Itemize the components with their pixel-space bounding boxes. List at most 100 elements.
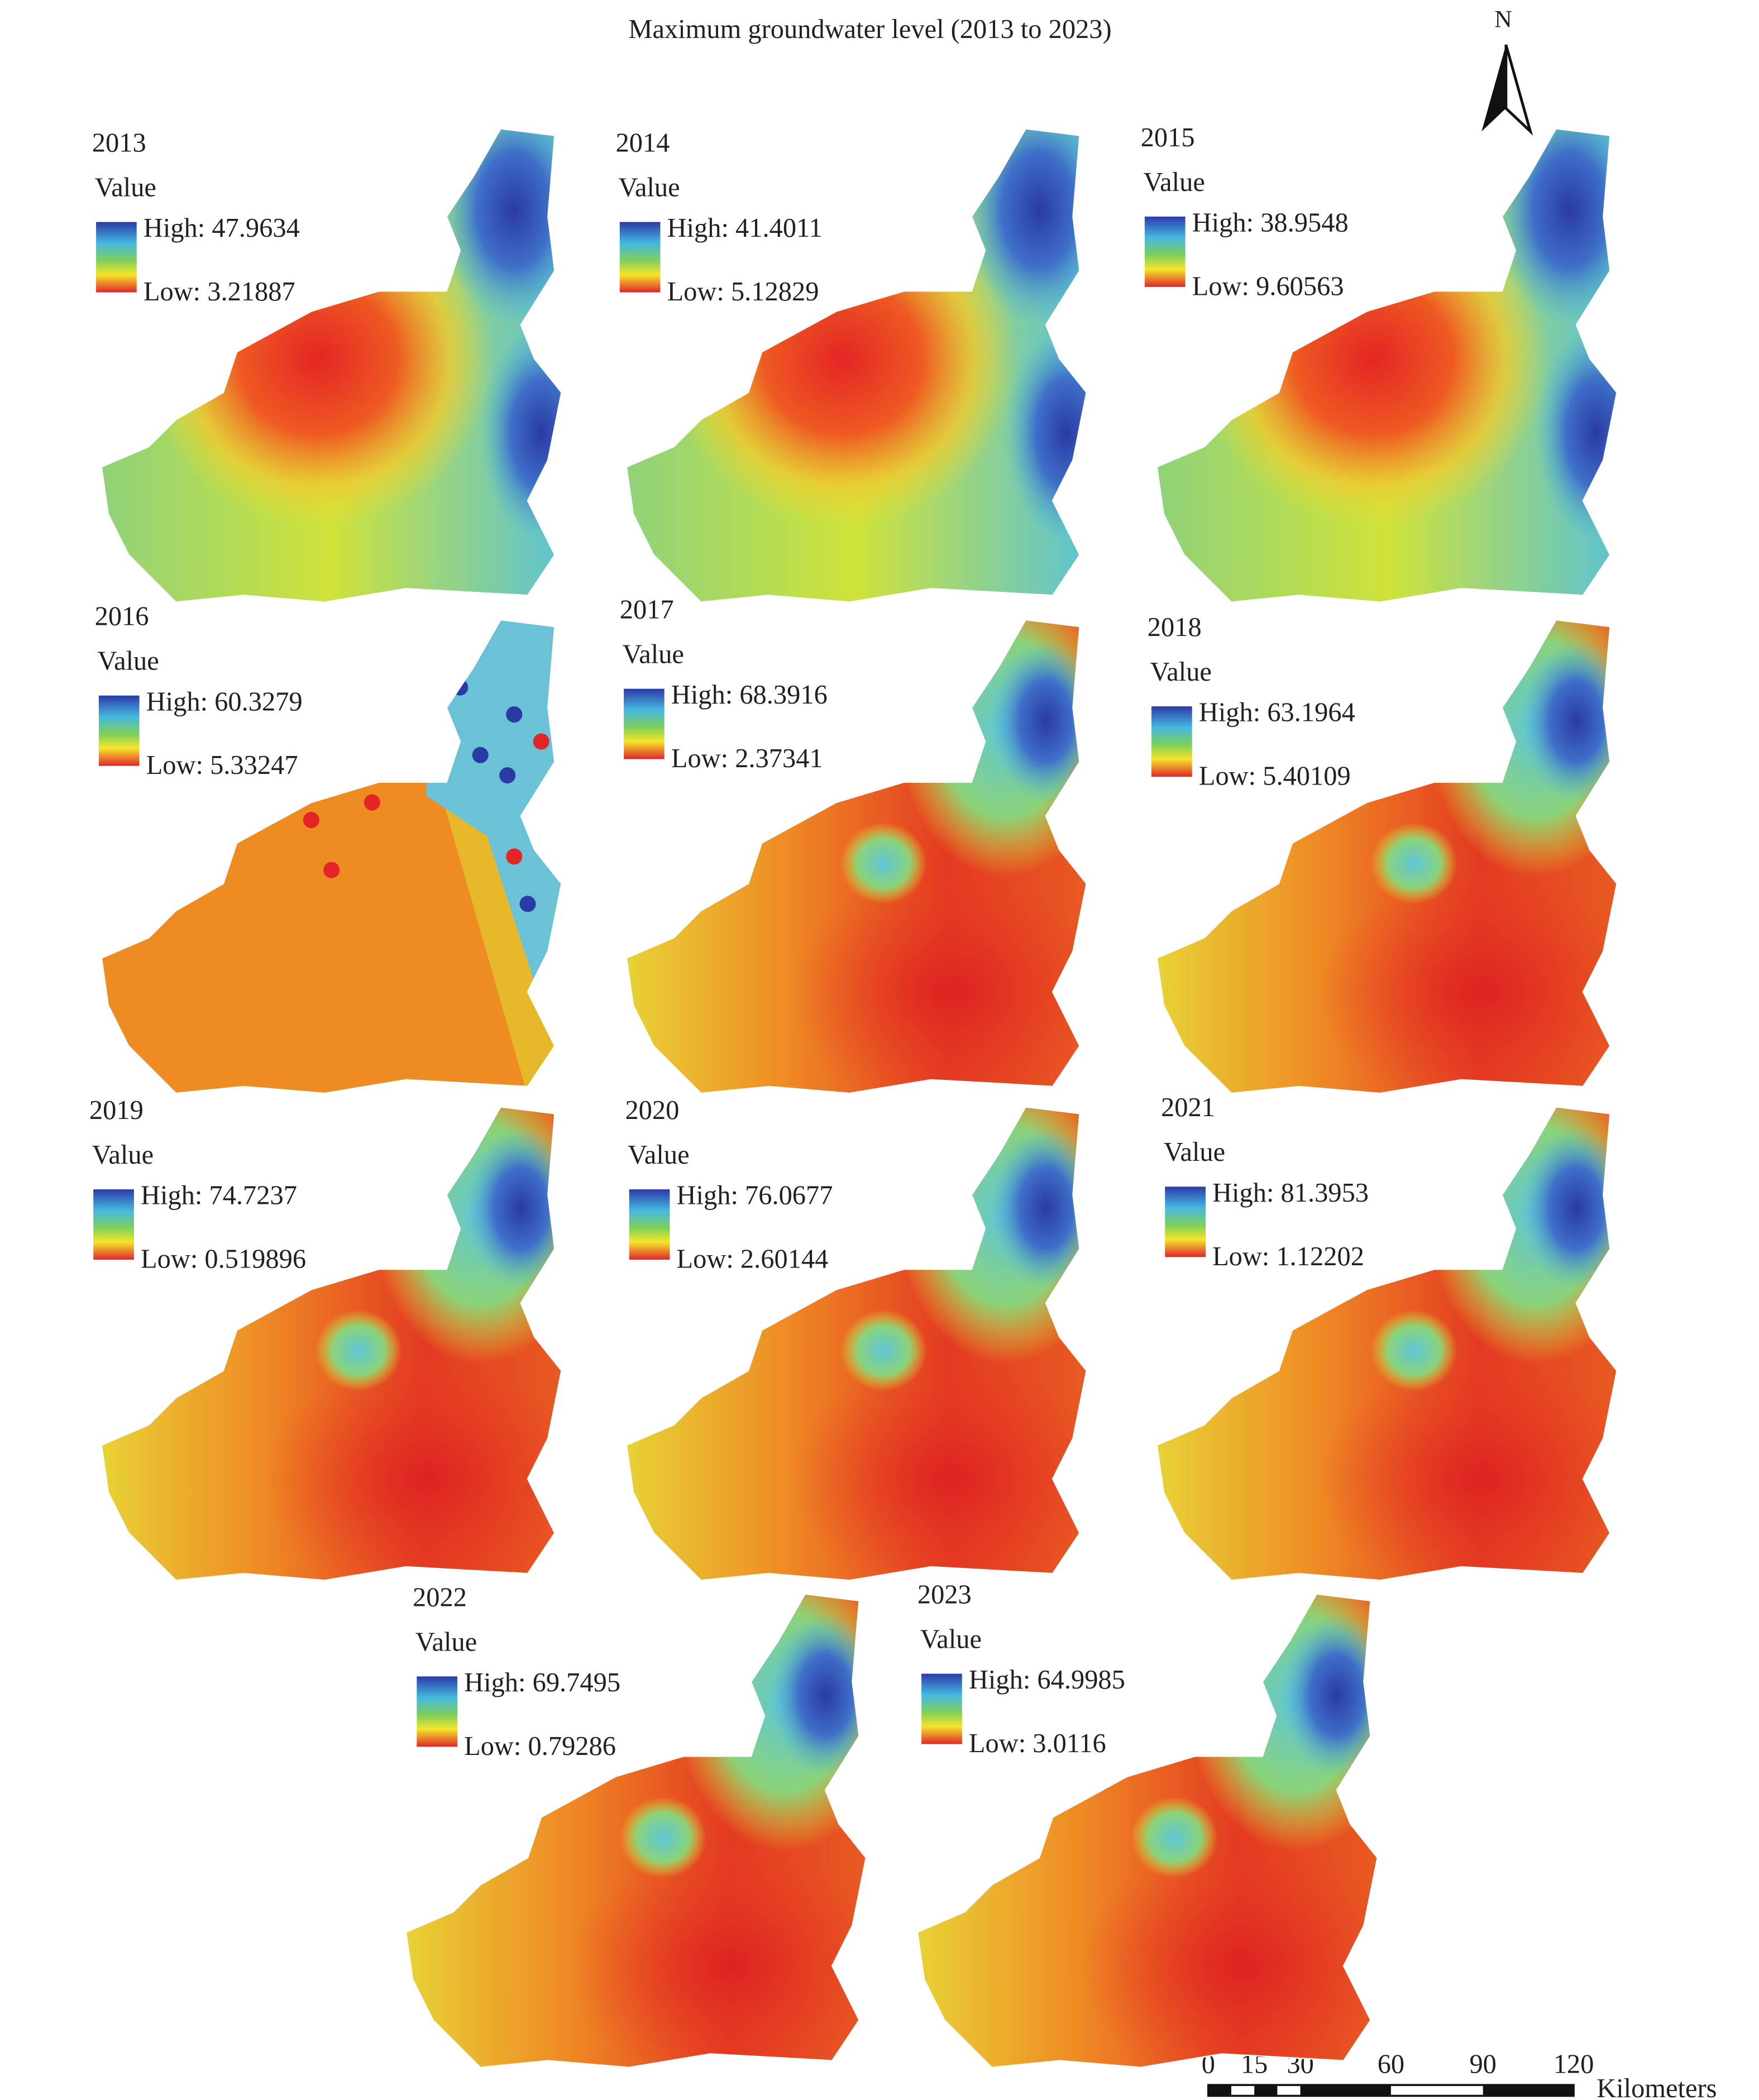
legend-high: High: 74.7237 bbox=[141, 1181, 297, 1211]
low-zone bbox=[1319, 1357, 1617, 1581]
high-zone bbox=[992, 640, 1087, 803]
well-point bbox=[303, 812, 319, 829]
map-outline bbox=[916, 1593, 1378, 2068]
legend-title: Value bbox=[1144, 168, 1205, 197]
map-panel: 2013 Value High: 47.9634 Low: 3.21887 bbox=[92, 128, 562, 603]
legend-title: Value bbox=[415, 1627, 477, 1657]
well-point bbox=[364, 794, 380, 811]
panel-year: 2023 bbox=[917, 1580, 972, 1610]
legend-color-bar bbox=[619, 222, 661, 293]
legend-high: High: 69.7495 bbox=[464, 1668, 620, 1697]
ring-zone bbox=[315, 1309, 402, 1391]
well-point bbox=[519, 896, 536, 912]
low-zone bbox=[788, 870, 1087, 1094]
panel-year: 2022 bbox=[413, 1582, 467, 1612]
legend-title: Value bbox=[1164, 1137, 1225, 1167]
panel-year: 2018 bbox=[1148, 613, 1202, 642]
legend-color-bar bbox=[921, 1673, 962, 1744]
north-arrow: N bbox=[1481, 6, 1533, 136]
map-surface bbox=[101, 128, 562, 602]
legend-high: High: 64.9985 bbox=[969, 1665, 1125, 1695]
map-outline bbox=[405, 1593, 867, 2068]
map-outline bbox=[625, 619, 1088, 1094]
north-arrow-left bbox=[1481, 45, 1506, 132]
map-panel: 2018 Value High: 63.1964 Low: 5.40109 bbox=[1148, 613, 1618, 1094]
scale-label: 60 bbox=[1378, 2049, 1404, 2079]
legend-low: Low: 2.60144 bbox=[677, 1245, 829, 1274]
legend-color-bar bbox=[93, 1189, 134, 1260]
map-surface bbox=[405, 1594, 866, 2068]
legend-low: Low: 5.12829 bbox=[667, 277, 819, 307]
panel-year: 2015 bbox=[1141, 123, 1195, 152]
scale-unit: Kilometers bbox=[1597, 2074, 1717, 2100]
legend-low: Low: 5.33247 bbox=[146, 750, 298, 780]
ring-zone bbox=[840, 1309, 927, 1391]
map-surface bbox=[101, 1107, 562, 1581]
map-outline bbox=[101, 619, 562, 1094]
ring-zone bbox=[1131, 1797, 1218, 1878]
map-panel: 2014 Value High: 41.4011 Low: 5.12829 bbox=[616, 128, 1088, 603]
map-surface bbox=[626, 1107, 1087, 1581]
well-point bbox=[472, 747, 489, 763]
legend-color-bar bbox=[1165, 1187, 1206, 1257]
map-panel: 2021 Value High: 81.3953 Low: 1.12202 bbox=[1156, 1093, 1618, 1581]
legend-high: High: 41.4011 bbox=[667, 213, 823, 243]
high-zone bbox=[992, 1127, 1087, 1290]
panel-year: 2019 bbox=[89, 1096, 144, 1125]
scale-segment bbox=[1483, 2085, 1574, 2096]
panel-year: 2016 bbox=[95, 602, 149, 632]
high-zone bbox=[1522, 1127, 1617, 1290]
well-point bbox=[506, 706, 523, 723]
map-outline bbox=[625, 1106, 1088, 1581]
high-zone bbox=[480, 324, 562, 542]
legend-high: High: 76.0677 bbox=[677, 1181, 833, 1211]
scale-label: 120 bbox=[1554, 2049, 1594, 2079]
well-point bbox=[533, 733, 549, 750]
low-zone bbox=[1079, 1844, 1378, 2068]
legend-low: Low: 3.0116 bbox=[969, 1729, 1106, 1758]
legend-color-bar bbox=[96, 222, 137, 293]
legend-title: Value bbox=[1150, 657, 1212, 687]
map-outline bbox=[1156, 1106, 1618, 1581]
map-panel: 2020 Value High: 76.0677 Low: 2.60144 bbox=[625, 1096, 1088, 1581]
well-point bbox=[323, 862, 340, 878]
map-panel: 2022 Value High: 69.7495 Low: 0.79286 bbox=[405, 1582, 867, 2068]
ring-zone bbox=[619, 1797, 706, 1878]
panel-year: 2017 bbox=[620, 595, 674, 625]
legend-color-bar bbox=[98, 695, 140, 766]
high-zone bbox=[439, 128, 562, 325]
scale-segment bbox=[1300, 2085, 1391, 2096]
well-point bbox=[506, 848, 523, 865]
high-zone bbox=[964, 128, 1087, 325]
map-surface bbox=[1156, 128, 1617, 602]
legend-color-bar bbox=[1151, 706, 1192, 777]
legend-high: High: 68.3916 bbox=[671, 680, 828, 710]
map-surface bbox=[626, 128, 1087, 602]
map-surface bbox=[626, 619, 1087, 1094]
north-label: N bbox=[1494, 6, 1512, 33]
legend-color-bar bbox=[417, 1676, 457, 1747]
legend-low: Low: 0.79286 bbox=[464, 1731, 616, 1761]
legend-title: Value bbox=[920, 1625, 982, 1654]
legend-color-bar bbox=[1144, 216, 1186, 287]
legend-low: Low: 2.37341 bbox=[671, 744, 823, 773]
legend-title: Value bbox=[618, 173, 680, 203]
map-panel: 2019 Value High: 74.7237 Low: 0.519896 bbox=[89, 1096, 562, 1581]
high-zone bbox=[466, 1127, 562, 1290]
map-surface bbox=[917, 1594, 1378, 2068]
map-panel: 2016 Value High: 60.3279 Low: 5.33247 bbox=[95, 602, 562, 1094]
zone bbox=[426, 619, 562, 1066]
legend-low: Low: 3.21887 bbox=[144, 277, 295, 307]
low-zone bbox=[264, 1357, 562, 1581]
legend-title: Value bbox=[92, 1140, 154, 1170]
high-zone bbox=[1005, 324, 1087, 542]
legend-title: Value bbox=[628, 1140, 689, 1170]
map-outline bbox=[1156, 128, 1618, 603]
legend-low: Low: 1.12202 bbox=[1212, 1242, 1364, 1271]
high-zone bbox=[1522, 640, 1617, 803]
map-panel: 2015 Value High: 38.9548 Low: 9.60563 bbox=[1141, 123, 1618, 603]
map-outline bbox=[101, 1106, 562, 1581]
legend-high: High: 47.9634 bbox=[144, 213, 300, 243]
map-surface bbox=[1156, 619, 1617, 1094]
